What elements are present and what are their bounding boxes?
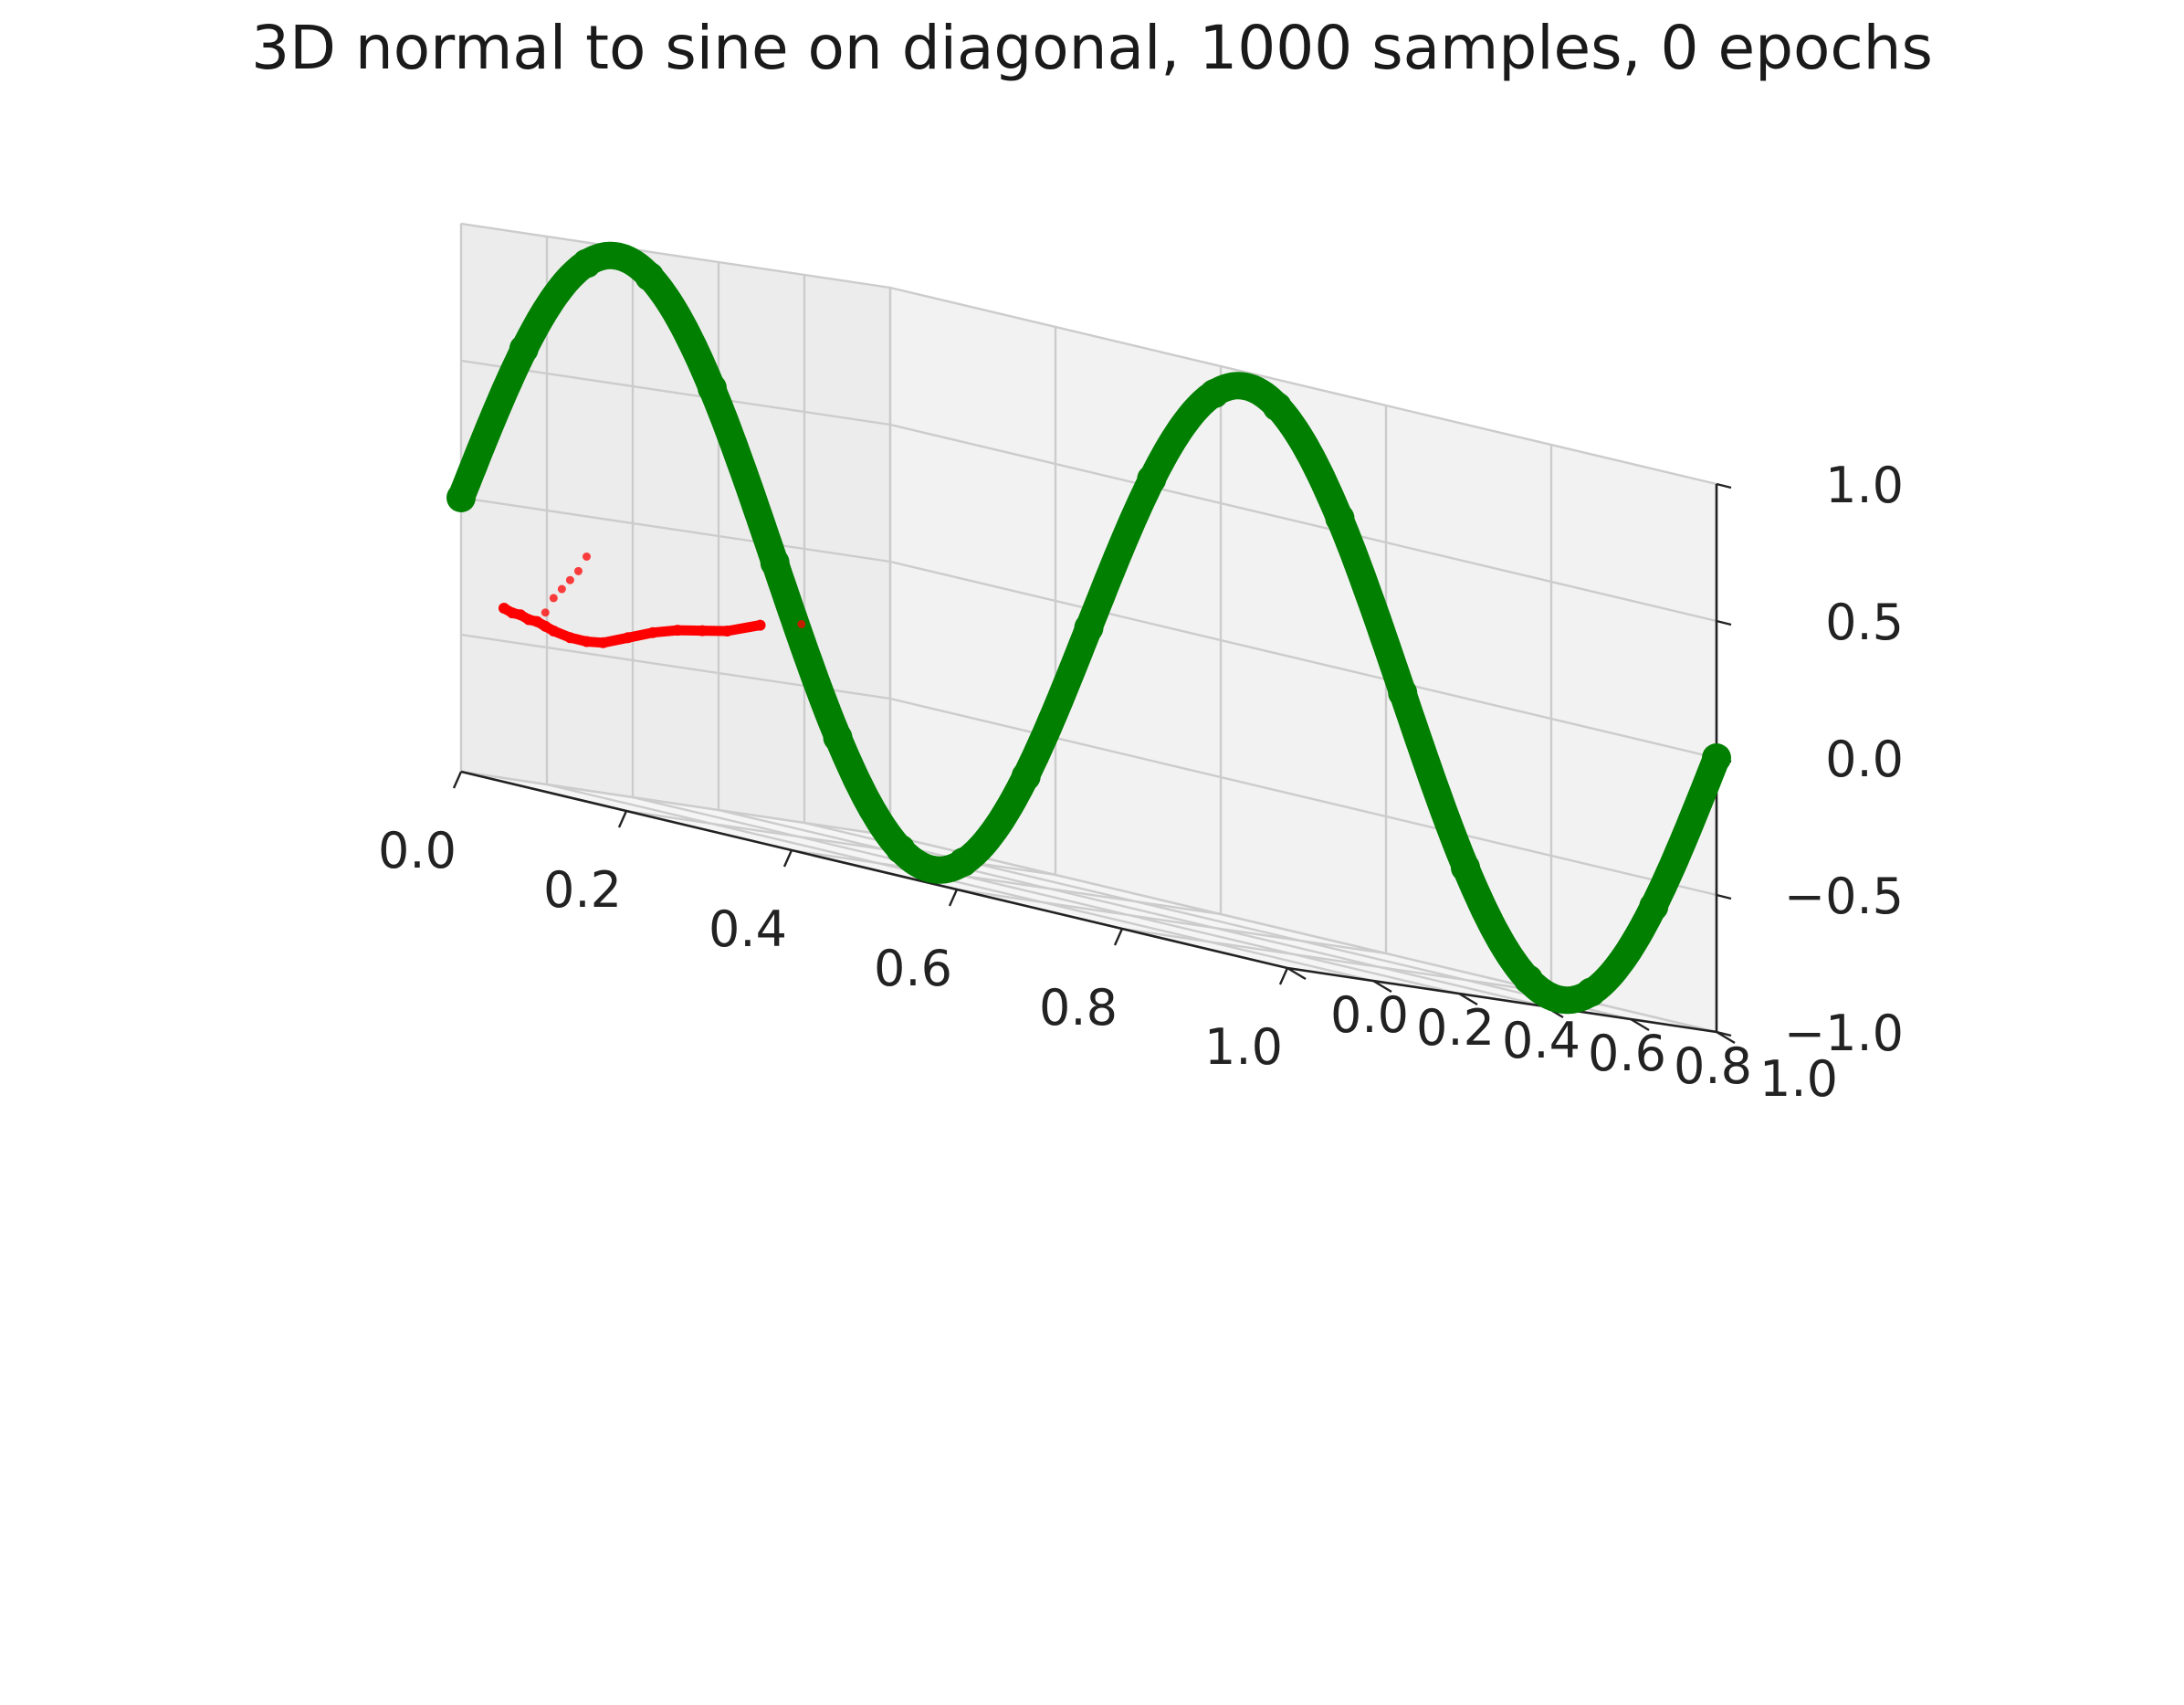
series-target-point	[1137, 464, 1167, 494]
series-target-point	[1639, 891, 1669, 921]
series-target-point	[823, 722, 853, 753]
x-tick	[1113, 928, 1124, 946]
y-axis-line	[1286, 966, 1717, 1034]
series-generated-point	[564, 632, 576, 644]
series-target-point	[446, 483, 476, 512]
series-generated-point	[548, 625, 560, 637]
series-generated-point	[581, 636, 593, 647]
x-tick	[782, 849, 793, 868]
series-target-point	[1513, 964, 1543, 995]
series-generated-point	[597, 637, 609, 648]
z-tick-label: 1.0	[1825, 457, 1904, 514]
series-generated-point	[646, 626, 658, 638]
x-tick-label: 0.4	[709, 900, 787, 958]
y-tick-label: 1.0	[1759, 1050, 1838, 1108]
grid-line-z	[460, 496, 1717, 760]
y-tick	[1630, 1017, 1650, 1032]
series-target-point	[1702, 743, 1731, 773]
series-generated-point	[797, 619, 806, 628]
tick-labels: 0.00.20.40.60.81.00.0 0.2 0.4 0.6 0.8 1.0−1.0…	[378, 457, 1904, 1108]
x-tick	[617, 810, 628, 828]
series-generated-point	[697, 625, 709, 637]
z-tick	[1716, 619, 1732, 626]
y-tick	[1372, 979, 1392, 994]
data-series	[446, 241, 1731, 1015]
series-target-point	[509, 334, 539, 364]
series-target-point	[1325, 503, 1355, 533]
x-tick-label: 0.0	[378, 822, 457, 879]
series-target-point	[572, 248, 602, 279]
series-target-point	[949, 847, 978, 877]
series-target-point	[760, 548, 790, 578]
series-target-point	[886, 834, 916, 864]
z-tick-label: 0.0	[1825, 731, 1904, 788]
series-generated-point	[557, 584, 566, 594]
series-target-point	[1200, 379, 1229, 408]
series-generated-point	[622, 632, 634, 644]
y-tick	[1458, 992, 1478, 1006]
y-tick-label: 0.0	[1330, 986, 1409, 1044]
series-target-point	[1388, 678, 1418, 708]
series-generated-point	[565, 575, 574, 584]
series-target-point	[698, 374, 727, 403]
chart-title: 3D normal to sine on diagonal, 1000 samp…	[251, 13, 1933, 83]
x-tick	[1278, 967, 1289, 985]
series-generated-point	[541, 608, 550, 617]
series-target-point	[1451, 853, 1480, 882]
series-generated-point	[721, 626, 733, 637]
series-target-point	[1074, 613, 1104, 643]
series-generated-point	[523, 614, 535, 626]
series-generated-point	[573, 566, 583, 575]
x-tick-label: 0.8	[1039, 979, 1118, 1037]
z-tick-label: −1.0	[1784, 1005, 1904, 1062]
series-generated-point	[672, 625, 684, 637]
series-target-point	[1576, 977, 1606, 1007]
x-tick-label: 0.6	[874, 940, 952, 997]
series-generated-point	[507, 607, 519, 619]
x-tick	[948, 889, 959, 907]
y-tick-label: 0.4	[1502, 1012, 1580, 1069]
y-tick-label: 0.8	[1674, 1037, 1752, 1095]
series-generated-point	[540, 620, 551, 632]
z-tick-label: 0.5	[1825, 594, 1904, 651]
series-target-point	[635, 261, 665, 291]
y-tick-label: 0.2	[1416, 999, 1495, 1057]
series-generated-point	[515, 609, 527, 621]
x-tick-label: 0.2	[543, 861, 622, 919]
x-tick-label: 1.0	[1204, 1018, 1283, 1076]
series-generated-point	[549, 594, 558, 603]
series-generated-point	[531, 616, 543, 627]
z-tick	[1716, 893, 1732, 900]
series-generated-point	[583, 553, 591, 561]
x-tick	[452, 771, 463, 789]
y-tick	[1286, 966, 1307, 981]
grid-line-z	[460, 359, 1717, 623]
series-target-point	[1262, 392, 1292, 422]
y-tick-label: 0.6	[1588, 1025, 1666, 1082]
x-axis-line	[460, 770, 1288, 970]
series-target-point	[1011, 762, 1041, 792]
z-tick	[1716, 482, 1732, 489]
z-tick	[1716, 1030, 1732, 1037]
series-generated-point	[754, 619, 766, 631]
z-tick-label: −0.5	[1784, 868, 1904, 925]
series-generated-point	[499, 603, 509, 614]
